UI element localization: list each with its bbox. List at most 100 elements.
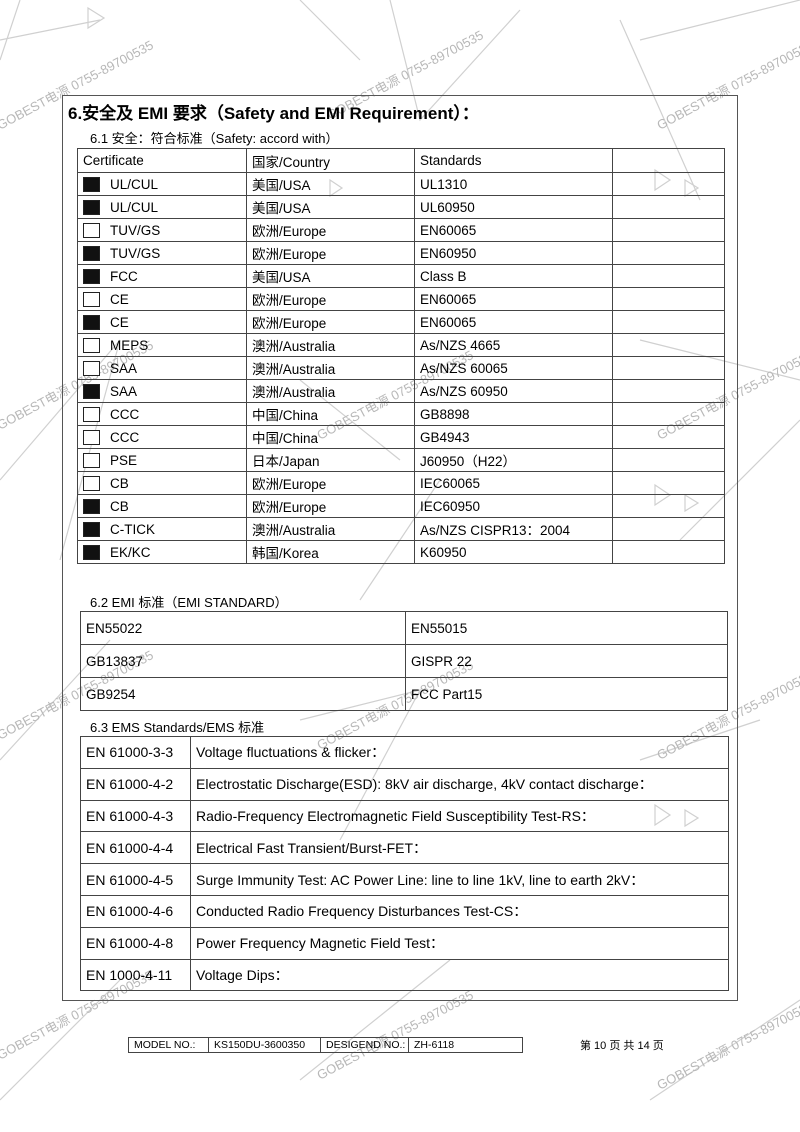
table-header-cell <box>612 148 725 173</box>
certificate-cell: CCC <box>77 402 247 426</box>
empty-cell <box>612 241 725 265</box>
empty-cell <box>612 264 725 288</box>
emi-cell: GB9254 <box>80 677 406 711</box>
certificate: MEPS <box>110 337 149 353</box>
country-cell: 美国/USA <box>246 195 415 219</box>
standard-cell: Class B <box>414 264 613 288</box>
standard-cell: GB8898 <box>414 402 613 426</box>
standard-cell: EN60065 <box>414 218 613 242</box>
country-cell: 中国/China <box>246 425 415 449</box>
checkbox <box>83 544 100 560</box>
checkbox <box>83 406 100 422</box>
certificate: TUV/GS <box>110 245 161 261</box>
emi-cell: EN55022 <box>80 611 406 645</box>
standard-cell: As/NZS CISPR13：2004 <box>414 517 613 541</box>
footer-cell: MODEL NO.: <box>128 1037 209 1053</box>
standard-cell: J60950（H22） <box>414 448 613 472</box>
ems-description-cell: Electrical Fast Transient/Burst-FET： <box>190 831 729 865</box>
table-header-cell: Standards <box>414 148 613 173</box>
certificate-cell: UL/CUL <box>77 172 247 196</box>
table-header-cell: 国家/Country <box>246 148 415 173</box>
ems-description-cell: Conducted Radio Frequency Disturbances T… <box>190 895 729 928</box>
footer-cell: ZH-6118 <box>408 1037 523 1053</box>
ems-description-cell: Voltage fluctuations & flicker： <box>190 736 729 769</box>
certificate: SAA <box>110 360 138 376</box>
country-cell: 欧洲/Europe <box>246 287 415 311</box>
emi-cell: EN55015 <box>405 611 728 645</box>
emi-cell: GB13837 <box>80 644 406 678</box>
checkbox <box>83 360 100 376</box>
certificate-cell: CE <box>77 287 247 311</box>
standard-cell: GB4943 <box>414 425 613 449</box>
standard-cell: As/NZS 60950 <box>414 379 613 403</box>
standard-cell: UL60950 <box>414 195 613 219</box>
checkbox <box>83 337 100 353</box>
empty-cell <box>612 425 725 449</box>
certificate: FCC <box>110 268 138 284</box>
empty-cell <box>612 494 725 518</box>
standard-cell: EN60065 <box>414 310 613 334</box>
checkbox <box>83 245 100 261</box>
empty-cell <box>612 172 725 196</box>
certificate: CCC <box>110 429 140 445</box>
section-heading: 6.2 EMI 标准（EMI STANDARD） <box>90 595 288 610</box>
empty-cell <box>612 356 725 380</box>
ems-standard-cell: EN 61000-4-2 <box>80 767 191 801</box>
ems-standard-cell: EN 1000-4-11 <box>80 958 191 992</box>
certificate: SAA <box>110 383 138 399</box>
checkbox <box>83 199 100 215</box>
section-heading: 6.3 EMS Standards/EMS 标准 <box>90 720 265 735</box>
certificate-cell: CB <box>77 494 247 518</box>
standard-cell: UL1310 <box>414 172 613 196</box>
certificate-cell: FCC <box>77 264 247 288</box>
checkbox <box>83 498 100 514</box>
empty-cell <box>612 287 725 311</box>
certificate-cell: C-TICK <box>77 517 247 541</box>
certificate-cell: UL/CUL <box>77 195 247 219</box>
country-cell: 欧洲/Europe <box>246 471 415 495</box>
empty-cell <box>612 517 725 541</box>
watermark: GOBEST电源 0755-89700535 <box>654 997 800 1092</box>
certificate: CE <box>110 291 129 307</box>
certificate-cell: MEPS <box>77 333 247 357</box>
empty-cell <box>612 310 725 334</box>
certificate-cell: SAA <box>77 379 247 403</box>
certificate: CE <box>110 314 129 330</box>
certificate: C-TICK <box>110 521 155 537</box>
footer-cell: DESIGEND NO.: <box>320 1037 409 1053</box>
standard-cell: IEC60065 <box>414 471 613 495</box>
certificate: UL/CUL <box>110 199 159 215</box>
empty-cell <box>612 540 725 564</box>
standard-cell: EN60950 <box>414 241 613 265</box>
empty-cell <box>612 195 725 219</box>
certificate: CCC <box>110 406 140 422</box>
certificate-cell: CE <box>77 310 247 334</box>
certificate-cell: PSE <box>77 448 247 472</box>
checkbox <box>83 176 100 192</box>
country-cell: 澳洲/Australia <box>246 379 415 403</box>
ems-description-cell: Radio-Frequency Electromagnetic Field Su… <box>190 799 729 833</box>
certificate: CB <box>110 498 129 514</box>
checkbox <box>83 452 100 468</box>
empty-cell <box>612 471 725 495</box>
section-heading: 6.1 安全：符合标准（Safety: accord with） <box>90 131 339 146</box>
standard-cell: K60950 <box>414 540 613 564</box>
country-cell: 韩国/Korea <box>246 540 415 564</box>
checkbox <box>83 429 100 445</box>
checkbox <box>83 291 100 307</box>
standard-cell: EN60065 <box>414 287 613 311</box>
ems-standard-cell: EN 61000-4-8 <box>80 926 191 960</box>
checkbox <box>83 314 100 330</box>
certificate: PSE <box>110 452 138 468</box>
ems-description-cell: Surge Immunity Test: AC Power Line: line… <box>190 863 729 896</box>
empty-cell <box>612 333 725 357</box>
empty-cell <box>612 402 725 426</box>
ems-standard-cell: EN 61000-4-4 <box>80 831 191 865</box>
watermark: GOBEST电源 0755-89700535 <box>314 987 475 1082</box>
checkbox <box>83 222 100 238</box>
certificate-cell: TUV/GS <box>77 241 247 265</box>
country-cell: 澳洲/Australia <box>246 517 415 541</box>
ems-description-cell: Power Frequency Magnetic Field Test： <box>190 926 729 960</box>
page-number: 第 10 页 共 14 页 <box>580 1040 664 1052</box>
